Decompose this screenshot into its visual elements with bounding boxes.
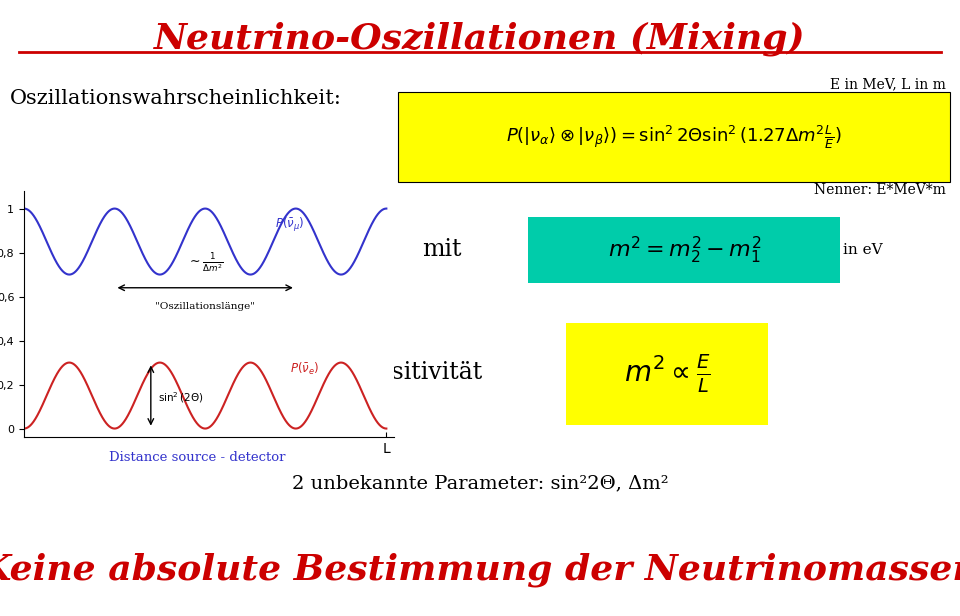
FancyBboxPatch shape	[566, 323, 768, 425]
Text: $\sim \frac{1}{\Delta m^2}$: $\sim \frac{1}{\Delta m^2}$	[187, 251, 224, 275]
Text: in eV: in eV	[843, 243, 882, 257]
Text: $P(\bar{\nu}_e)$: $P(\bar{\nu}_e)$	[290, 362, 320, 378]
Text: $m^2 \propto \frac{E}{L}$: $m^2 \propto \frac{E}{L}$	[624, 353, 710, 395]
Text: Distance source - detector: Distance source - detector	[108, 451, 285, 464]
Text: mit: mit	[422, 238, 462, 261]
Text: Sensitivität: Sensitivität	[346, 361, 482, 384]
Text: Keine absolute Bestimmung der Neutrinomassen: Keine absolute Bestimmung der Neutrinoma…	[0, 553, 960, 587]
Text: Neutrino-Oszillationen (Mixing): Neutrino-Oszillationen (Mixing)	[155, 22, 805, 56]
Text: $m^2 = m_2^2 - m_1^2$: $m^2 = m_2^2 - m_1^2$	[608, 235, 761, 265]
Text: Nenner: E*MeV*m: Nenner: E*MeV*m	[814, 183, 946, 197]
Text: Oszillationswahrscheinlichkeit:: Oszillationswahrscheinlichkeit:	[10, 89, 342, 108]
Text: "Oszillationslänge": "Oszillationslänge"	[156, 302, 255, 311]
Text: 2 unbekannte Parameter: sin²2Θ, Δm²: 2 unbekannte Parameter: sin²2Θ, Δm²	[292, 474, 668, 493]
Text: $P(\bar{\nu}_\mu)$: $P(\bar{\nu}_\mu)$	[276, 216, 305, 234]
Text: $\sin^2(2\Theta)$: $\sin^2(2\Theta)$	[158, 391, 204, 405]
Text: E in MeV, L in m: E in MeV, L in m	[829, 77, 946, 91]
FancyBboxPatch shape	[398, 92, 950, 182]
FancyBboxPatch shape	[528, 217, 840, 283]
Text: $P(|\nu_\alpha\rangle \otimes |\nu_\beta\rangle) = \sin^2 2\Theta \sin^2(1.27\De: $P(|\nu_\alpha\rangle \otimes |\nu_\beta…	[506, 123, 842, 151]
